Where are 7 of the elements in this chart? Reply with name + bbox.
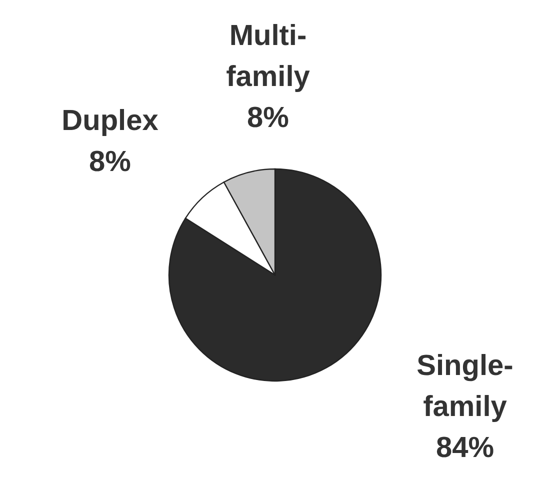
data-label: 84%	[436, 432, 494, 464]
data-label: 8%	[247, 102, 290, 134]
slice-label: Duplex	[62, 105, 158, 137]
data-label: 8%	[89, 146, 132, 178]
slice-label: Single-family	[416, 350, 514, 423]
pie-slice	[168, 168, 382, 382]
slice-label: Multi-family	[226, 20, 310, 93]
